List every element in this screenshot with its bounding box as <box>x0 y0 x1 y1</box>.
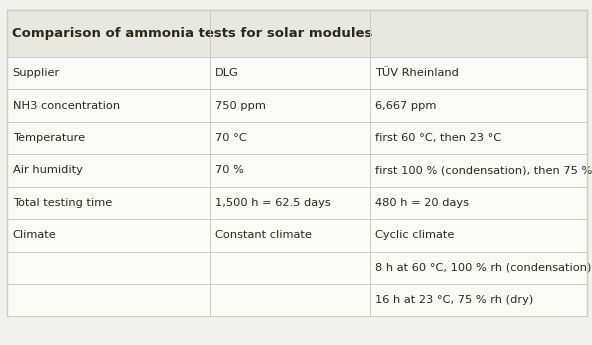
Text: Climate: Climate <box>13 230 56 240</box>
Text: Cyclic climate: Cyclic climate <box>375 230 454 240</box>
Bar <box>7 10 587 57</box>
Bar <box>7 187 587 219</box>
Bar <box>7 89 587 122</box>
Bar <box>7 57 587 89</box>
Bar <box>7 219 587 252</box>
Text: TÜV Rheinland: TÜV Rheinland <box>375 68 459 78</box>
Bar <box>7 252 587 284</box>
Text: Supplier: Supplier <box>13 68 60 78</box>
Text: Temperature: Temperature <box>13 133 85 143</box>
Text: 8 h at 60 °C, 100 % rh (condensation),: 8 h at 60 °C, 100 % rh (condensation), <box>375 263 592 273</box>
Bar <box>7 154 587 187</box>
Text: first 60 °C, then 23 °C: first 60 °C, then 23 °C <box>375 133 501 143</box>
Text: Constant climate: Constant climate <box>215 230 311 240</box>
Text: NH3 concentration: NH3 concentration <box>13 101 120 110</box>
Text: 750 ppm: 750 ppm <box>215 101 266 110</box>
Text: 480 h = 20 days: 480 h = 20 days <box>375 198 469 208</box>
Text: first 100 % (condensation), then 75 %: first 100 % (condensation), then 75 % <box>375 166 592 175</box>
Text: 1,500 h = 62.5 days: 1,500 h = 62.5 days <box>215 198 330 208</box>
Text: 6,667 ppm: 6,667 ppm <box>375 101 436 110</box>
Bar <box>7 284 587 316</box>
Text: Air humidity: Air humidity <box>13 166 83 175</box>
Text: 70 °C: 70 °C <box>215 133 246 143</box>
Text: Total testing time: Total testing time <box>13 198 112 208</box>
Text: 16 h at 23 °C, 75 % rh (dry): 16 h at 23 °C, 75 % rh (dry) <box>375 295 533 305</box>
Text: DLG: DLG <box>215 68 239 78</box>
Bar <box>7 122 587 154</box>
Text: 70 %: 70 % <box>215 166 244 175</box>
Text: Comparison of ammonia tests for solar modules: Comparison of ammonia tests for solar mo… <box>12 27 372 40</box>
